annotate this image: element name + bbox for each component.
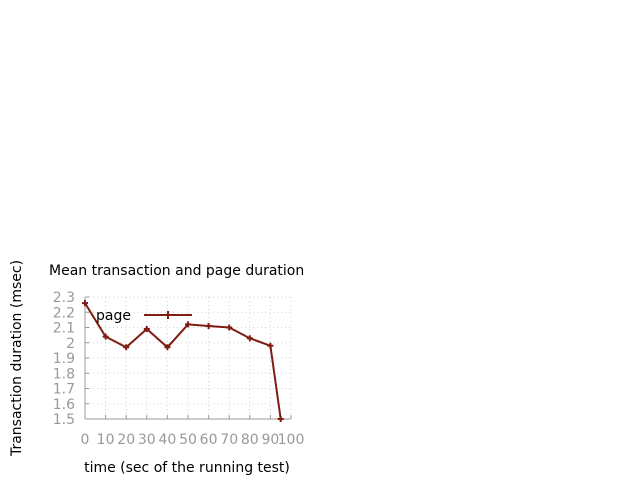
y-tick-label: 2.2 [53, 305, 75, 321]
data-point-marker [82, 300, 88, 307]
y-tick-label: 1.7 [53, 382, 75, 398]
legend-marker [164, 311, 172, 319]
x-tick-label: 90 [261, 432, 279, 448]
data-point-marker [143, 326, 150, 332]
x-tick-label: 20 [117, 432, 135, 448]
data-point-marker [164, 344, 171, 351]
grid [84, 296, 292, 420]
x-tick-label: 0 [81, 432, 90, 448]
data-point-marker [123, 344, 130, 351]
legend-label: page [96, 308, 131, 324]
x-tick-label: 100 [278, 432, 305, 448]
y-tick-label: 1.9 [53, 351, 75, 367]
x-tick-label: 70 [220, 432, 238, 448]
x-tick-label: 80 [241, 432, 259, 448]
y-tick-label: 2 [66, 336, 75, 352]
x-tick-label: 10 [97, 432, 115, 448]
x-tick-label: 60 [200, 432, 218, 448]
y-axis-label: Transaction duration (msec) [9, 260, 25, 457]
data-point-marker [226, 324, 233, 331]
data-point-marker [205, 323, 212, 329]
tick-labels: 0 10 20 30 40 50 60 70 80 901001.51.61.71.81.922.… [53, 290, 305, 448]
chart-title: Mean transaction and page duration [49, 263, 304, 279]
x-axis-label: time (sec of the running test) [84, 460, 290, 476]
legend: page [96, 308, 192, 324]
data-point-marker [277, 416, 284, 422]
x-tick-label: 40 [158, 432, 176, 448]
y-tick-label: 1.8 [53, 366, 75, 382]
data-point-marker [267, 342, 274, 349]
x-tick-label: 30 [138, 432, 156, 448]
data-point-marker [185, 321, 191, 328]
y-tick-label: 1.6 [53, 397, 75, 413]
x-tick-label: 50 [179, 432, 197, 448]
axes [84, 296, 292, 420]
y-tick-label: 2.1 [53, 321, 75, 337]
data-point-marker [246, 335, 253, 342]
y-tick-label: 1.5 [53, 412, 75, 428]
y-tick-label: 2.3 [53, 290, 75, 306]
series-lines [82, 300, 284, 422]
data-point-marker [102, 333, 109, 340]
